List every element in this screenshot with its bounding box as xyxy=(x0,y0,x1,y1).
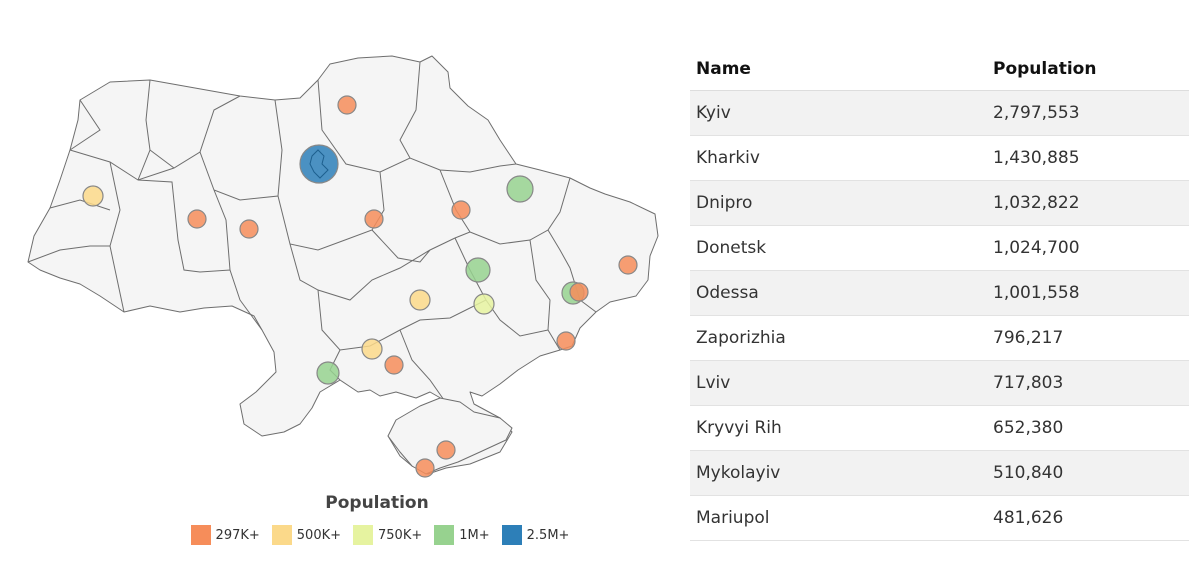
table-row[interactable]: Mykolayiv 510,840 xyxy=(690,450,1189,496)
population-cell: 1,430,885 xyxy=(987,135,1189,181)
legend-item-750k: 750K+ xyxy=(353,525,422,545)
city-marker[interactable] xyxy=(465,257,491,283)
kyiv-boundary xyxy=(309,149,329,179)
city-marker[interactable] xyxy=(409,289,431,311)
table-row[interactable]: Kryvyi Rih 652,380 xyxy=(690,405,1189,451)
legend-item-2-5m: 2.5M+ xyxy=(501,525,570,545)
population-cell: 796,217 xyxy=(987,315,1189,361)
population-cell: 1,024,700 xyxy=(987,225,1189,271)
legend-item-500k: 500K+ xyxy=(271,525,342,545)
legend-label: 750K+ xyxy=(378,527,423,543)
city-marker[interactable] xyxy=(316,361,340,385)
population-cell: 1,001,558 xyxy=(987,270,1189,316)
legend-label: 2.5M+ xyxy=(526,527,570,543)
legend-title: Population xyxy=(325,493,429,513)
city-marker[interactable] xyxy=(82,185,104,207)
table-row[interactable]: Donetsk 1,024,700 xyxy=(690,225,1189,271)
city-name-cell: Dnipro xyxy=(690,180,987,226)
column-header-population[interactable]: Population xyxy=(987,47,1189,91)
legend-swatch xyxy=(434,525,455,545)
city-marker[interactable] xyxy=(364,209,384,229)
legend-swatch xyxy=(190,525,211,545)
city-marker[interactable] xyxy=(556,331,576,351)
city-marker[interactable] xyxy=(473,293,495,315)
table-header-row: Name Population xyxy=(690,47,1189,91)
legend-label: 1M+ xyxy=(459,527,490,543)
city-name-cell: Donetsk xyxy=(690,225,987,271)
column-header-name[interactable]: Name xyxy=(690,47,987,91)
legend-items: 297K+ 500K+ 750K+ 1M+ 2.5M+ xyxy=(0,525,760,545)
table-row[interactable]: Lviv 717,803 xyxy=(690,360,1189,406)
city-name-cell: Kryvyi Rih xyxy=(690,405,987,451)
map-panel: Population 297K+ 500K+ 750K+ 1M+ 2.5M+ xyxy=(0,0,680,545)
city-marker[interactable] xyxy=(337,95,357,115)
city-marker[interactable] xyxy=(187,209,207,229)
legend-swatch xyxy=(271,525,292,545)
city-marker[interactable] xyxy=(569,282,589,302)
population-cell: 717,803 xyxy=(987,360,1189,406)
city-marker[interactable] xyxy=(239,219,259,239)
city-name-cell: Zaporizhia xyxy=(690,315,987,361)
city-name-cell: Kharkiv xyxy=(690,135,987,181)
city-marker[interactable] xyxy=(299,144,339,184)
population-table-panel: Name Population Kyiv 2,797,553 Kharkiv 1,4… xyxy=(690,47,1189,541)
city-marker[interactable] xyxy=(384,355,404,375)
population-table: Name Population Kyiv 2,797,553 Kharkiv 1,4… xyxy=(690,47,1189,541)
city-marker[interactable] xyxy=(415,458,435,478)
country-outline xyxy=(27,55,659,475)
population-cell: 652,380 xyxy=(987,405,1189,451)
map-legend: Population 297K+ 500K+ 750K+ 1M+ 2.5M+ xyxy=(0,493,760,545)
legend-label: 500K+ xyxy=(296,527,342,543)
table-row[interactable]: Kharkiv 1,430,885 xyxy=(690,135,1189,181)
legend-swatch xyxy=(353,525,374,545)
city-name-cell: Kyiv xyxy=(690,90,987,136)
population-cell: 510,840 xyxy=(987,450,1189,496)
city-name-cell: Mykolayiv xyxy=(690,450,987,496)
table-row[interactable]: Mariupol 481,626 xyxy=(690,495,1189,541)
city-marker[interactable] xyxy=(618,255,638,275)
table-row[interactable]: Zaporizhia 796,217 xyxy=(690,315,1189,361)
city-marker[interactable] xyxy=(436,440,456,460)
population-cell: 481,626 xyxy=(987,495,1189,541)
ukraine-map[interactable] xyxy=(0,0,680,490)
legend-swatch xyxy=(501,525,522,545)
city-marker[interactable] xyxy=(361,338,383,360)
table-row[interactable]: Odessa 1,001,558 xyxy=(690,270,1189,316)
legend-label: 297K+ xyxy=(215,527,260,543)
legend-item-1m: 1M+ xyxy=(434,525,490,545)
city-name-cell: Mariupol xyxy=(690,495,987,541)
population-cell: 1,032,822 xyxy=(987,180,1189,226)
city-name-cell: Odessa xyxy=(690,270,987,316)
oblast-layer xyxy=(27,55,659,475)
city-marker[interactable] xyxy=(451,200,471,220)
crimea xyxy=(387,397,513,475)
table-row[interactable]: Kyiv 2,797,553 xyxy=(690,90,1189,136)
legend-item-297k: 297K+ xyxy=(190,525,260,545)
city-marker-layer xyxy=(82,95,638,478)
city-marker[interactable] xyxy=(506,175,534,203)
population-cell: 2,797,553 xyxy=(987,90,1189,136)
city-name-cell: Lviv xyxy=(690,360,987,406)
table-row[interactable]: Dnipro 1,032,822 xyxy=(690,180,1189,226)
